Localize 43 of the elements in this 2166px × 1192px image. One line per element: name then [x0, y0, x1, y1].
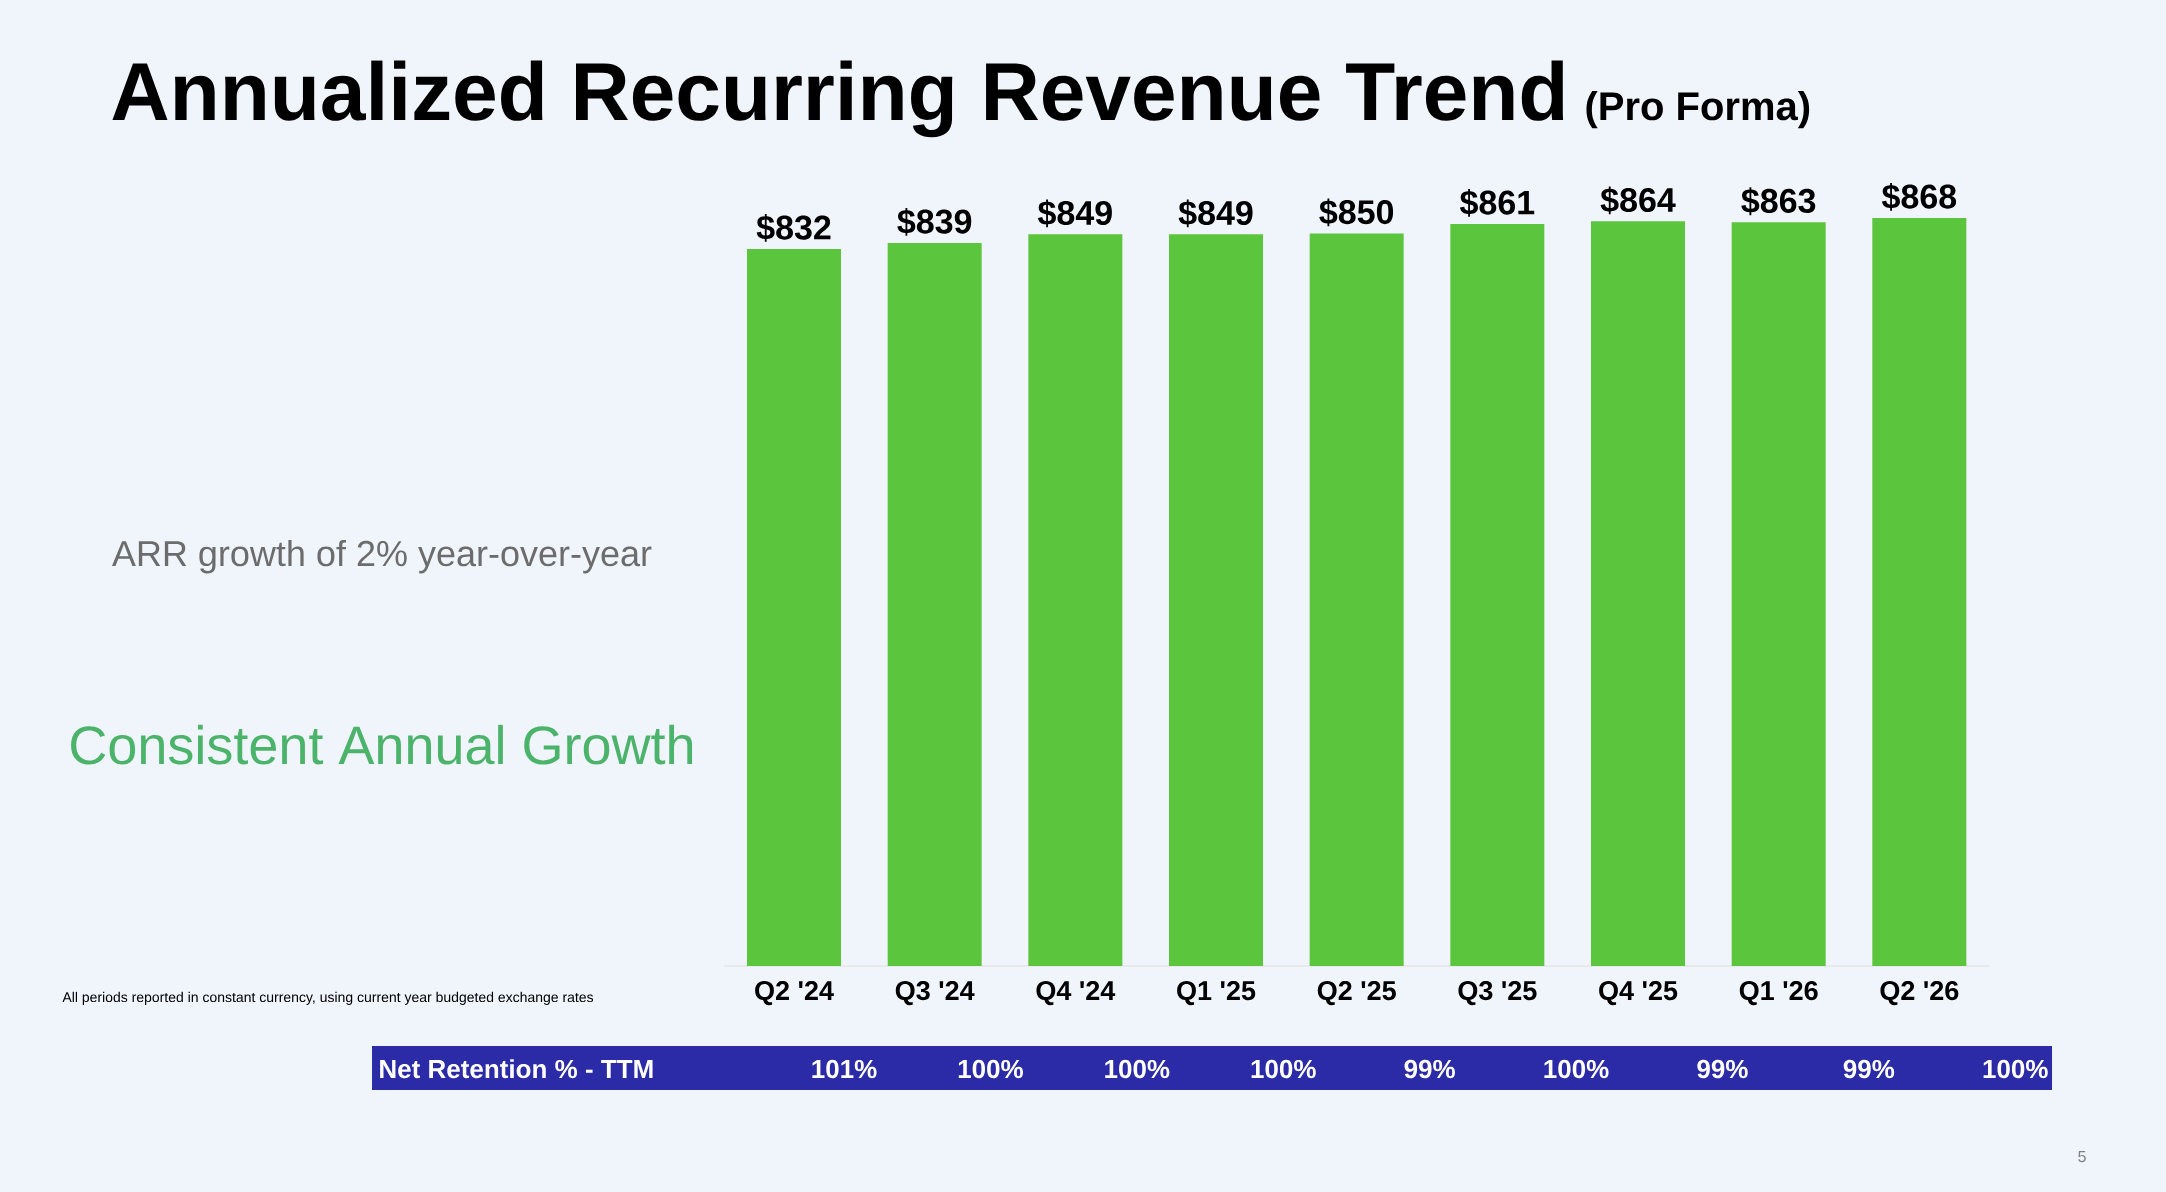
x-tick-label: Q4 '25 — [1599, 981, 1678, 1006]
data-label: $832 — [756, 214, 831, 242]
text: ARR growth of 2% year-over-year — [111, 539, 652, 574]
text: 101% — [812, 1059, 877, 1079]
data-label: $863 — [1741, 187, 1816, 216]
data-label: $849 — [1037, 199, 1112, 228]
bar — [1169, 234, 1264, 966]
data-label: $850 — [1319, 198, 1394, 227]
bar — [887, 242, 982, 966]
text: 100% — [1544, 1059, 1609, 1079]
data-label: $849 — [1178, 199, 1253, 228]
bar — [1872, 217, 1967, 966]
bar — [1309, 233, 1404, 966]
x-tick-label: Q2 '26 — [1880, 981, 1959, 1006]
text: 99% — [1697, 1059, 1748, 1079]
chart-title: Annualized Recurring Revenue Trend — [112, 60, 1564, 138]
x-tick-label: Q4 '24 — [1036, 981, 1116, 1006]
bar — [1450, 223, 1545, 966]
x-tick-label: Q3 '25 — [1458, 981, 1537, 1006]
data-label: $839 — [897, 208, 972, 236]
text: 100% — [1105, 1059, 1170, 1079]
x-tick-label: Q2 '24 — [755, 981, 834, 1006]
text: 100% — [1983, 1059, 2048, 1079]
bar — [747, 248, 842, 966]
text: 100% — [1251, 1059, 1316, 1079]
data-label: $864 — [1600, 186, 1676, 215]
text: 5 — [2078, 1150, 2086, 1163]
text: 100% — [958, 1059, 1023, 1079]
text: 99% — [1843, 1059, 1895, 1079]
data-label: $861 — [1459, 189, 1535, 217]
text: Consistent Annual Growth — [71, 724, 693, 765]
bar — [1591, 221, 1686, 966]
bar — [1731, 222, 1826, 966]
chart-subtitle: (Pro Forma) — [1586, 91, 1810, 129]
text: All periods reported in constant currency, using current year budgeted exchange rates — [62, 991, 594, 1005]
data-label: $868 — [1881, 183, 1957, 211]
text: Net Retention % - TTM — [380, 1059, 653, 1079]
x-tick-label: Q1 '25 — [1177, 981, 1256, 1006]
x-tick-label: Q2 '25 — [1317, 981, 1396, 1006]
x-tick-label: Q3 '24 — [895, 981, 975, 1006]
bar — [1028, 234, 1123, 966]
text: 99% — [1404, 1059, 1455, 1079]
x-tick-label: Q1 '26 — [1739, 981, 1818, 1006]
